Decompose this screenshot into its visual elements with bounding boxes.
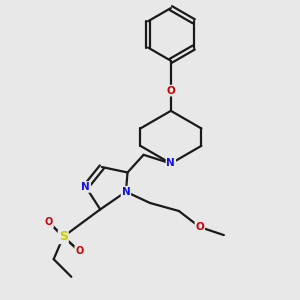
- Text: O: O: [167, 85, 175, 96]
- Text: O: O: [195, 222, 204, 232]
- Text: N: N: [167, 158, 175, 169]
- Text: N: N: [122, 187, 130, 197]
- Text: S: S: [59, 230, 68, 243]
- Text: N: N: [81, 182, 90, 192]
- Text: O: O: [45, 217, 53, 227]
- Text: O: O: [75, 246, 83, 256]
